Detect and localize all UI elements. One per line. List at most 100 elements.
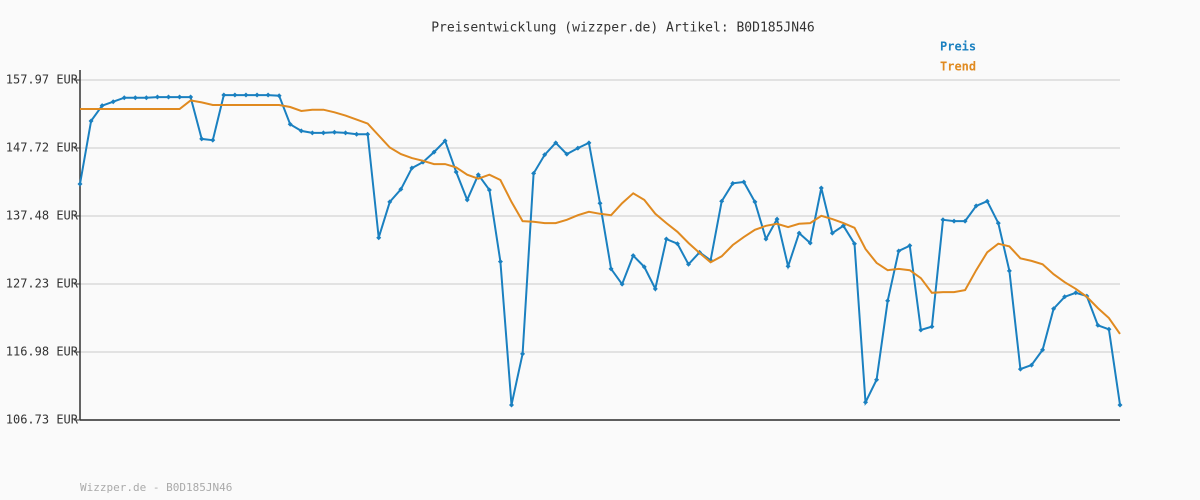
point-marker <box>442 138 448 144</box>
point-marker <box>508 402 514 408</box>
point-marker <box>951 218 957 224</box>
point-marker <box>177 94 183 100</box>
point-marker <box>166 94 172 100</box>
point-marker <box>752 199 758 205</box>
point-marker <box>829 230 835 236</box>
point-marker <box>243 92 249 98</box>
point-marker <box>365 131 371 137</box>
point-marker <box>199 136 205 142</box>
point-marker <box>918 327 924 333</box>
chart-title: Preisentwicklung (wizzper.de) Artikel: B… <box>431 21 815 36</box>
point-marker <box>641 264 647 270</box>
legend-entry: Trend <box>940 60 976 74</box>
point-marker <box>575 145 581 151</box>
point-marker <box>1095 322 1101 328</box>
point-marker <box>564 151 570 157</box>
point-marker <box>929 324 935 330</box>
point-marker <box>1017 366 1023 372</box>
point-marker <box>387 199 393 205</box>
point-marker <box>520 351 526 357</box>
point-marker <box>1073 290 1079 296</box>
y-tick-label: 127.23 EUR <box>6 276 79 290</box>
point-marker <box>796 230 802 236</box>
line-trend <box>80 99 1121 335</box>
point-marker <box>807 240 813 246</box>
point-marker <box>785 263 791 269</box>
point-marker <box>453 169 459 175</box>
point-marker <box>298 128 304 134</box>
point-marker <box>1062 294 1068 300</box>
point-marker <box>1006 268 1012 274</box>
point-marker <box>398 186 404 192</box>
point-marker <box>475 172 481 178</box>
point-marker <box>309 130 315 136</box>
point-marker <box>995 220 1001 226</box>
point-marker <box>1028 362 1034 368</box>
point-marker <box>409 165 415 171</box>
y-tick-label: 116.98 EUR <box>6 344 79 358</box>
point-marker <box>973 203 979 209</box>
point-marker <box>431 149 437 155</box>
point-marker <box>1051 306 1057 312</box>
point-marker <box>486 187 492 193</box>
point-marker <box>652 286 658 292</box>
point-marker <box>154 94 160 100</box>
point-marker <box>132 95 138 101</box>
point-marker <box>110 99 116 105</box>
point-marker <box>188 94 194 100</box>
point-marker <box>77 181 83 187</box>
point-marker <box>1117 402 1123 408</box>
point-marker <box>984 198 990 204</box>
point-marker <box>940 217 946 223</box>
point-marker <box>907 243 913 249</box>
point-marker <box>674 241 680 247</box>
point-marker <box>730 180 736 186</box>
point-marker <box>553 140 559 146</box>
y-tick-label: 106.73 EUR <box>6 413 79 427</box>
point-marker <box>774 216 780 222</box>
point-marker <box>221 92 227 98</box>
point-marker <box>962 218 968 224</box>
point-marker <box>210 137 216 143</box>
point-marker <box>531 170 537 176</box>
point-marker <box>99 103 105 109</box>
point-marker <box>863 399 869 405</box>
point-marker <box>741 179 747 185</box>
point-marker <box>818 185 824 191</box>
y-tick-label: 147.72 EUR <box>6 141 79 155</box>
point-marker <box>464 197 470 203</box>
point-marker <box>376 235 382 241</box>
point-marker <box>331 129 337 135</box>
point-marker <box>354 131 360 137</box>
point-marker <box>896 248 902 254</box>
point-marker <box>276 93 282 99</box>
point-marker <box>542 152 548 158</box>
point-marker <box>663 236 669 242</box>
footer: Wizzper.de - B0D185JN46 <box>80 481 232 494</box>
point-marker <box>88 118 94 124</box>
point-marker <box>608 266 614 272</box>
point-marker <box>121 95 127 101</box>
point-marker <box>265 92 271 98</box>
y-tick-label: 137.48 EUR <box>6 208 79 222</box>
point-marker <box>686 261 692 267</box>
point-marker <box>630 253 636 259</box>
point-marker <box>874 377 880 383</box>
point-marker <box>885 298 891 304</box>
point-marker <box>851 241 857 247</box>
point-marker <box>586 140 592 146</box>
point-marker <box>232 92 238 98</box>
point-marker <box>343 130 349 136</box>
point-marker <box>1040 347 1046 353</box>
point-marker <box>619 281 625 287</box>
legend-entry: Preis <box>940 40 976 54</box>
point-marker <box>763 236 769 242</box>
point-marker <box>497 259 503 265</box>
point-marker <box>719 198 725 204</box>
point-marker <box>254 92 260 98</box>
point-marker <box>143 95 149 101</box>
point-marker <box>287 121 293 127</box>
point-marker <box>597 200 603 206</box>
